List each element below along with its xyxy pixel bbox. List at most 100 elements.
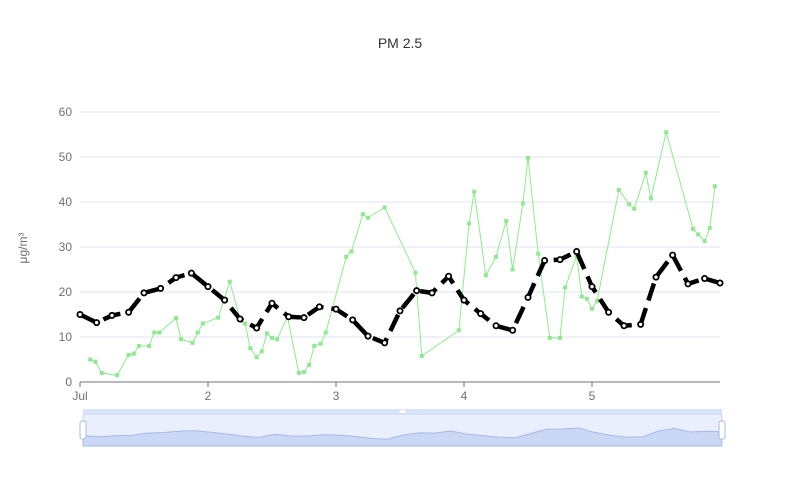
data-point <box>524 293 532 301</box>
data-point <box>620 322 628 330</box>
y-tick-label: 50 <box>59 150 73 164</box>
data-point <box>323 330 328 335</box>
data-point <box>669 251 677 259</box>
data-point <box>472 189 477 194</box>
data-point <box>701 274 709 282</box>
data-point <box>509 326 517 334</box>
data-point <box>413 287 421 295</box>
data-point <box>648 196 653 201</box>
y-axis-label: μg/m³ <box>16 233 30 264</box>
y-tick-label: 40 <box>59 195 73 209</box>
data-point <box>541 256 549 264</box>
data-point <box>179 337 184 342</box>
data-point <box>315 303 323 311</box>
data-point <box>510 267 515 272</box>
data-point <box>684 280 692 288</box>
data-point <box>190 340 195 345</box>
data-point <box>716 279 724 287</box>
data-point <box>419 353 424 358</box>
series-0 <box>88 130 717 378</box>
data-point <box>504 218 509 223</box>
data-point <box>88 357 93 362</box>
y-tick-label: 30 <box>59 240 73 254</box>
data-point <box>492 322 500 330</box>
data-point <box>590 306 594 311</box>
series-line <box>89 132 716 376</box>
x-tick-label: Jul <box>72 389 87 403</box>
y-tick-label: 20 <box>59 285 73 299</box>
data-point <box>131 351 136 356</box>
data-point <box>664 130 669 135</box>
data-point <box>467 221 472 226</box>
data-point <box>413 270 418 275</box>
zoom-handle-left[interactable] <box>79 420 87 440</box>
data-point <box>227 279 232 284</box>
data-point <box>573 247 581 255</box>
data-point <box>382 205 387 210</box>
series-1 <box>76 247 724 347</box>
data-point <box>477 310 485 318</box>
data-point <box>187 269 195 277</box>
data-point <box>360 212 365 217</box>
data-point <box>125 308 133 316</box>
data-point <box>204 283 212 291</box>
data-point <box>712 184 717 189</box>
data-point <box>93 359 98 364</box>
data-point <box>579 294 584 299</box>
x-tick-label: 5 <box>589 389 596 403</box>
data-point <box>200 321 205 326</box>
data-point <box>445 272 453 280</box>
data-point <box>275 337 280 342</box>
data-point <box>300 314 308 322</box>
data-point <box>254 355 259 360</box>
data-point <box>558 335 562 340</box>
series-layer <box>76 130 724 378</box>
data-point <box>396 307 404 315</box>
data-point <box>126 353 131 357</box>
zoom-preview-area <box>82 427 723 447</box>
data-point <box>264 331 269 336</box>
data-point <box>152 330 157 335</box>
axes: 0 10 20 30 40 50 60 Jul 2 3 4 5 <box>59 105 720 403</box>
data-point <box>259 349 264 354</box>
data-point <box>483 273 488 278</box>
data-point <box>115 373 120 378</box>
data-point <box>195 330 200 335</box>
data-point <box>595 299 600 303</box>
data-point <box>157 284 165 292</box>
data-point <box>268 299 276 307</box>
grid-lines <box>80 111 720 338</box>
data-point <box>93 319 101 327</box>
data-point <box>632 206 637 211</box>
data-point <box>556 256 564 264</box>
data-point <box>381 339 389 347</box>
data-point <box>637 320 645 328</box>
data-point <box>216 315 221 320</box>
data-point <box>584 296 589 301</box>
data-point <box>691 227 696 231</box>
data-point <box>296 371 301 375</box>
data-point <box>312 344 317 348</box>
data-point <box>366 215 370 220</box>
data-point <box>174 316 178 321</box>
data-point <box>99 371 104 375</box>
data-zoom-slider[interactable] <box>79 409 726 447</box>
data-point <box>248 346 253 351</box>
data-point <box>616 187 621 192</box>
data-point <box>76 310 84 318</box>
data-point <box>136 344 141 348</box>
data-point <box>307 362 312 367</box>
y-tick-label: 60 <box>59 105 73 119</box>
data-point <box>140 289 148 297</box>
data-point <box>108 311 116 319</box>
x-tick-label: 2 <box>205 389 212 403</box>
zoom-selected-range[interactable] <box>83 414 722 446</box>
data-point <box>253 324 261 332</box>
data-point <box>270 335 274 340</box>
data-point <box>302 370 306 375</box>
chart-title: PM 2.5 <box>378 35 423 51</box>
data-point <box>332 305 340 313</box>
data-point <box>460 296 468 304</box>
zoom-handle-right[interactable] <box>718 420 726 440</box>
